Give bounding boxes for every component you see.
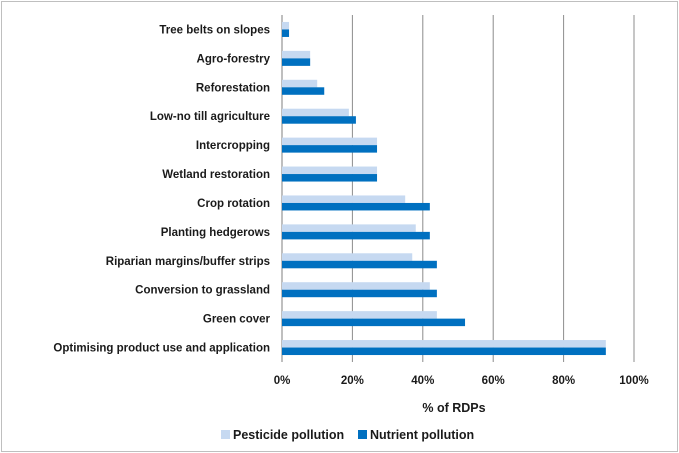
bar-nutrient: [282, 318, 466, 327]
x-tick-labels: 0% 20% 40% 60% 80% 100%: [274, 375, 649, 387]
bar-nutrient: [282, 87, 325, 95]
category-label: Green cover: [203, 314, 271, 326]
bar-pesticide: [282, 166, 378, 175]
legend-label-nutrient: Nutrient pollution: [370, 428, 474, 442]
category-label: Wetland restoration: [162, 169, 270, 181]
category-label: Riparian margins/buffer strips: [106, 256, 270, 268]
bar-pesticide: [282, 79, 318, 88]
bar-nutrient: [282, 116, 356, 124]
category-label: Tree belts on slopes: [159, 24, 270, 36]
bar-nutrient: [282, 202, 430, 211]
category-label: Low-no till agriculture: [150, 111, 270, 123]
bar-pesticide: [282, 224, 416, 232]
gridlines: [281, 15, 635, 362]
bar-pesticide: [282, 108, 349, 117]
legend-swatch-pesticide: [221, 430, 230, 439]
category-label: Crop rotation: [197, 198, 270, 210]
legend: Pesticide pollution Nutrient pollution: [221, 428, 474, 442]
bar-nutrient: [282, 29, 290, 37]
bar-nutrient: [282, 347, 606, 356]
bar-nutrient: [282, 260, 437, 269]
x-tick-label: 20%: [341, 375, 364, 387]
bar-pesticide: [282, 137, 378, 146]
bar-nutrient: [282, 289, 437, 298]
bar-nutrient: [282, 145, 378, 153]
category-label: Planting hedgerows: [161, 227, 270, 239]
bar-pesticide: [282, 311, 437, 319]
bars: [282, 21, 606, 356]
bar-pesticide: [282, 195, 406, 203]
x-tick-label: 80%: [552, 375, 575, 387]
x-tick-label: 100%: [619, 375, 648, 387]
x-axis-title: % of RDPs: [422, 401, 485, 415]
bar-pesticide: [282, 50, 311, 59]
bar-pesticide: [282, 21, 290, 30]
x-tick-label: 0%: [274, 375, 291, 387]
x-tick-label: 40%: [411, 375, 434, 387]
x-tick-label: 60%: [482, 375, 505, 387]
category-label: Optimising product use and application: [53, 343, 270, 355]
category-label: Intercropping: [196, 140, 270, 152]
bar-nutrient: [282, 174, 378, 182]
category-label: Conversion to grassland: [135, 285, 270, 297]
bar-pesticide: [282, 282, 430, 290]
bar-nutrient: [282, 231, 430, 240]
category-label: Agro-forestry: [197, 53, 271, 65]
bar-nutrient: [282, 58, 311, 66]
legend-label-pesticide: Pesticide pollution: [233, 428, 344, 442]
bar-pesticide: [282, 253, 413, 261]
legend-swatch-nutrient: [358, 430, 367, 439]
category-label: Reforestation: [196, 82, 270, 94]
category-labels: Tree belts on slopes Agro-forestry Refores…: [53, 24, 270, 354]
bar-pesticide: [282, 340, 606, 348]
